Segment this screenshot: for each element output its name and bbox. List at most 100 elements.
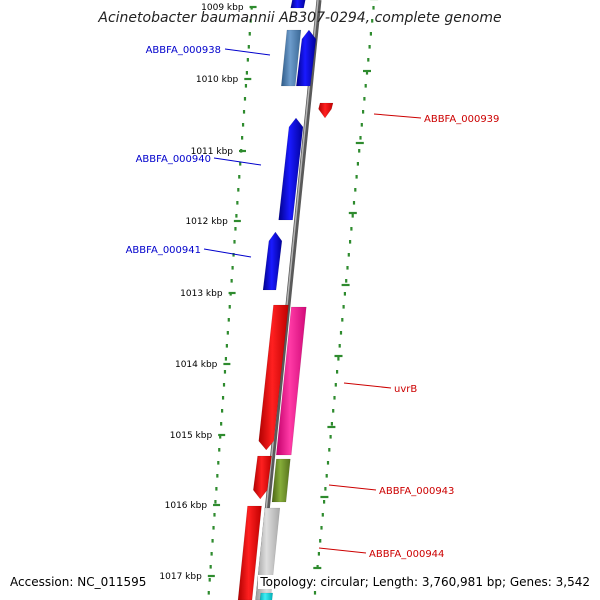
tick-dot bbox=[359, 136, 362, 140]
tick-dot bbox=[358, 149, 361, 153]
callout-leader bbox=[328, 484, 377, 491]
tick-dot bbox=[325, 474, 328, 478]
tick-dot bbox=[350, 227, 353, 231]
gene-label[interactable]: ABBFA_000941 bbox=[126, 245, 201, 256]
gene-label[interactable]: ABBFA_000938 bbox=[146, 45, 221, 56]
gene-label[interactable]: uvrB bbox=[394, 384, 417, 395]
tick-dot bbox=[219, 435, 222, 439]
tick-dot bbox=[233, 240, 236, 244]
tick-dot bbox=[332, 409, 335, 413]
tick-dot bbox=[337, 357, 340, 361]
cds-arrow-red bbox=[258, 304, 289, 451]
callout-leader bbox=[224, 48, 271, 56]
gene-label[interactable]: ABBFA_000940 bbox=[136, 154, 211, 165]
tick-dot bbox=[321, 513, 324, 517]
tick-dot bbox=[341, 318, 344, 322]
gene-label[interactable]: ABBFA_000943 bbox=[379, 486, 454, 497]
tick-dot bbox=[352, 201, 356, 205]
tick-dot bbox=[221, 409, 224, 413]
tick-dot bbox=[209, 565, 212, 569]
tick-dot bbox=[369, 32, 372, 36]
tick-dot bbox=[212, 526, 215, 530]
tick-dot bbox=[211, 539, 214, 543]
backbone-highlight bbox=[256, 0, 319, 600]
tick-dot bbox=[246, 58, 249, 62]
tick-dot bbox=[349, 240, 352, 244]
cds-arrow-red bbox=[253, 455, 272, 500]
tick-dot bbox=[345, 279, 348, 283]
tick-dot bbox=[245, 71, 248, 75]
tick-dot bbox=[214, 500, 217, 504]
tick-dot bbox=[355, 175, 358, 179]
kbp-label: 1010 kbp bbox=[196, 75, 239, 85]
tick-dot bbox=[235, 214, 238, 218]
cds-arrow-red bbox=[237, 505, 262, 600]
tick-dot bbox=[347, 253, 350, 257]
tick-dot bbox=[216, 474, 219, 478]
tick-dot bbox=[338, 344, 341, 348]
tick-dot bbox=[313, 591, 317, 595]
tick-dot bbox=[224, 357, 228, 361]
kbp-label: 1014 kbp bbox=[175, 360, 218, 370]
tick-dot bbox=[237, 188, 240, 192]
tick-dot bbox=[232, 253, 235, 257]
tick-dot bbox=[317, 552, 320, 556]
tick-dot bbox=[210, 552, 213, 556]
tick-dot bbox=[334, 383, 337, 387]
tick-dot bbox=[368, 45, 371, 49]
tick-dot bbox=[326, 461, 330, 465]
callout-leader bbox=[343, 382, 392, 389]
kbp-label: 1012 kbp bbox=[185, 217, 228, 227]
cds-track bbox=[237, 0, 334, 600]
tick-dot bbox=[236, 201, 239, 205]
kbp-tick-ring: 1009 kbp 1010 kbp 1011 kbp 1012 kbp 1013 kbp… bbox=[159, 0, 379, 595]
kbp-label: 1009 kbp bbox=[201, 3, 244, 13]
callout-leader bbox=[318, 547, 367, 554]
callout-leader bbox=[203, 248, 252, 258]
cds-arrow-blue bbox=[290, 0, 306, 9]
tick-dot bbox=[241, 136, 244, 140]
tick-dot bbox=[323, 500, 326, 504]
tick-dot bbox=[249, 19, 252, 23]
tick-dot bbox=[336, 370, 339, 374]
tick-dot bbox=[207, 591, 210, 595]
tick-dot bbox=[213, 513, 216, 517]
tick-dot bbox=[339, 331, 343, 335]
tick-dot bbox=[244, 84, 248, 88]
tick-dot bbox=[230, 279, 233, 283]
callout-leader bbox=[373, 113, 422, 119]
tick-dot bbox=[221, 396, 225, 400]
cds-arrow-blue bbox=[262, 231, 283, 291]
tick-dot bbox=[351, 214, 354, 218]
tick-dot bbox=[243, 97, 247, 101]
gene-label[interactable]: ABBFA_000944 bbox=[369, 549, 444, 560]
tick-dot bbox=[228, 305, 231, 309]
gene-label[interactable]: ABBFA_000939 bbox=[424, 114, 499, 125]
tick-dot bbox=[222, 383, 226, 387]
cds-arrow-cyan bbox=[259, 592, 273, 600]
tick-dot bbox=[372, 6, 375, 10]
cds-arrow-blue bbox=[278, 117, 304, 221]
kbp-label: 1015 kbp bbox=[170, 431, 213, 441]
tick-dot bbox=[354, 188, 357, 192]
tick-dot bbox=[364, 84, 367, 88]
cds-arrow-olive bbox=[271, 458, 291, 503]
topology-label: Topology: circular; Length: 3,760,981 bp… bbox=[258, 575, 592, 589]
tick-dot bbox=[241, 123, 245, 127]
tick-dot bbox=[320, 526, 323, 530]
tick-dot bbox=[356, 162, 359, 166]
tick-dot bbox=[227, 318, 230, 322]
tick-dot bbox=[319, 539, 322, 543]
tick-dot bbox=[215, 487, 218, 491]
tick-dot bbox=[360, 123, 363, 127]
tick-dot bbox=[225, 344, 228, 348]
tick-dot bbox=[220, 422, 223, 426]
kbp-label: 1011 kbp bbox=[191, 147, 234, 157]
tick-dot bbox=[234, 227, 237, 231]
tick-dot bbox=[208, 578, 211, 582]
cds-arrow-red bbox=[318, 102, 334, 119]
tick-dot bbox=[239, 162, 242, 166]
accession-label: Accession: NC_011595 bbox=[8, 575, 149, 589]
tick-dot bbox=[324, 487, 327, 491]
